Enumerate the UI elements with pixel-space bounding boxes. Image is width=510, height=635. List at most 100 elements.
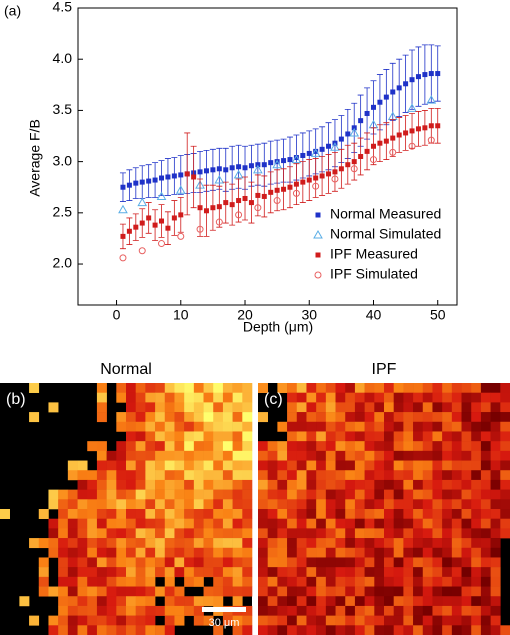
heatmap-pixel xyxy=(48,402,59,413)
point xyxy=(330,142,340,151)
heatmap-pixel xyxy=(403,441,414,452)
heatmap-pixel xyxy=(287,489,298,500)
heatmap-pixel xyxy=(164,383,175,393)
heatmap-pixel xyxy=(287,479,298,490)
heatmap-pixel xyxy=(87,441,98,452)
heatmap-pixel xyxy=(364,586,375,597)
heatmap-pixel xyxy=(471,460,482,471)
heatmap-pixel xyxy=(174,431,185,442)
heatmap-pixel xyxy=(384,547,394,558)
heatmap-pixel xyxy=(345,431,356,442)
heatmap-pixel xyxy=(461,499,472,510)
heatmap-pixel xyxy=(193,402,204,413)
heatmap-pixel xyxy=(242,499,253,510)
heatmap-pixel xyxy=(213,586,224,597)
heatmap-pixel xyxy=(345,489,356,500)
point xyxy=(390,89,396,95)
heatmap-pixel xyxy=(116,547,127,558)
heatmap-pixel xyxy=(258,567,268,578)
point xyxy=(235,211,243,219)
heatmap-pixel xyxy=(106,509,117,519)
point xyxy=(216,204,222,210)
heatmap-pixel xyxy=(393,576,404,587)
heatmap-pixel xyxy=(116,567,127,578)
heatmap-pixel xyxy=(29,383,40,393)
heatmap-pixel xyxy=(164,596,175,607)
heatmap-pixel xyxy=(87,605,98,616)
heatmap-pixel xyxy=(471,538,482,549)
heatmap-pixel xyxy=(277,509,288,519)
heatmap-pixel xyxy=(384,402,394,413)
heatmap-pixel xyxy=(106,499,117,510)
point xyxy=(383,94,389,100)
heatmap-pixel xyxy=(116,460,127,471)
heatmap-pixel xyxy=(306,586,317,597)
heatmap-pixel xyxy=(174,547,185,558)
heatmap-pixel xyxy=(258,625,268,635)
heatmap-pixel xyxy=(413,596,424,607)
x-tick-label: 30 xyxy=(301,307,317,323)
heatmap-pixel xyxy=(306,509,317,519)
heatmap-pixel xyxy=(461,625,472,635)
point xyxy=(118,204,128,214)
heatmap-pixel xyxy=(267,518,278,529)
heatmap-pixel xyxy=(393,596,404,607)
heatmap-pixel xyxy=(354,557,365,568)
point xyxy=(281,158,287,164)
heatmap-pixel xyxy=(222,412,233,423)
heatmap-pixel xyxy=(432,538,443,549)
point xyxy=(312,182,320,190)
heatmap-pixel xyxy=(403,586,414,597)
heatmap-pixel xyxy=(232,509,243,519)
heatmap-pixel xyxy=(242,567,253,578)
heatmap-pixel xyxy=(296,431,307,442)
heatmap-pixel xyxy=(335,509,346,519)
heatmap-pixel xyxy=(374,499,385,510)
heatmap-pixel xyxy=(384,567,394,578)
heatmap-pixel xyxy=(87,596,98,607)
point xyxy=(313,148,319,154)
heatmap-pixel xyxy=(135,402,146,413)
heatmap-pixel xyxy=(432,470,443,481)
heatmap-pixel xyxy=(77,596,88,607)
heatmap-pixel xyxy=(403,450,414,461)
heatmap-pixel xyxy=(277,421,288,432)
heatmap-pixel xyxy=(480,605,491,616)
heatmap-pixel xyxy=(135,470,146,481)
heatmap-pixel xyxy=(316,586,327,597)
heatmap-pixel xyxy=(258,479,268,490)
point xyxy=(242,165,248,171)
heatmap-pixel xyxy=(335,557,346,568)
heatmap-pixel xyxy=(422,586,433,597)
heatmap-pixel xyxy=(242,557,253,568)
heatmap-pixel xyxy=(471,567,482,578)
heatmap-pixel xyxy=(384,383,394,393)
heatmap-pixel xyxy=(87,509,98,519)
heatmap-pixel xyxy=(222,431,233,442)
point xyxy=(315,212,321,218)
heatmap-pixel xyxy=(384,431,394,442)
heatmap-pixel xyxy=(242,402,253,413)
heatmap-pixel xyxy=(126,383,136,393)
heatmap-pixel xyxy=(213,450,224,461)
heatmap-pixel xyxy=(242,479,253,490)
heatmap-pixel xyxy=(77,576,88,587)
heatmap-pixel xyxy=(461,509,472,519)
heatmap-pixel xyxy=(203,450,214,461)
heatmap-pixel xyxy=(232,557,243,568)
y-tick-label: 3.0 xyxy=(53,152,73,168)
point xyxy=(139,220,145,226)
heatmap-pixel xyxy=(67,557,78,568)
heatmap-pixel xyxy=(442,383,453,393)
heatmap-pixel xyxy=(500,392,510,403)
heatmap-pixel xyxy=(135,421,146,432)
heatmap-pixel xyxy=(296,479,307,490)
heatmap-pixel xyxy=(87,479,98,490)
heatmap-pixel xyxy=(403,557,414,568)
heatmap-pixel xyxy=(490,538,501,549)
heatmap-pixel xyxy=(135,509,146,519)
heatmap-pixel xyxy=(203,596,214,607)
heatmap-pixel xyxy=(490,392,501,403)
heatmap-pixel xyxy=(393,528,404,539)
heatmap-pixel xyxy=(306,412,317,423)
